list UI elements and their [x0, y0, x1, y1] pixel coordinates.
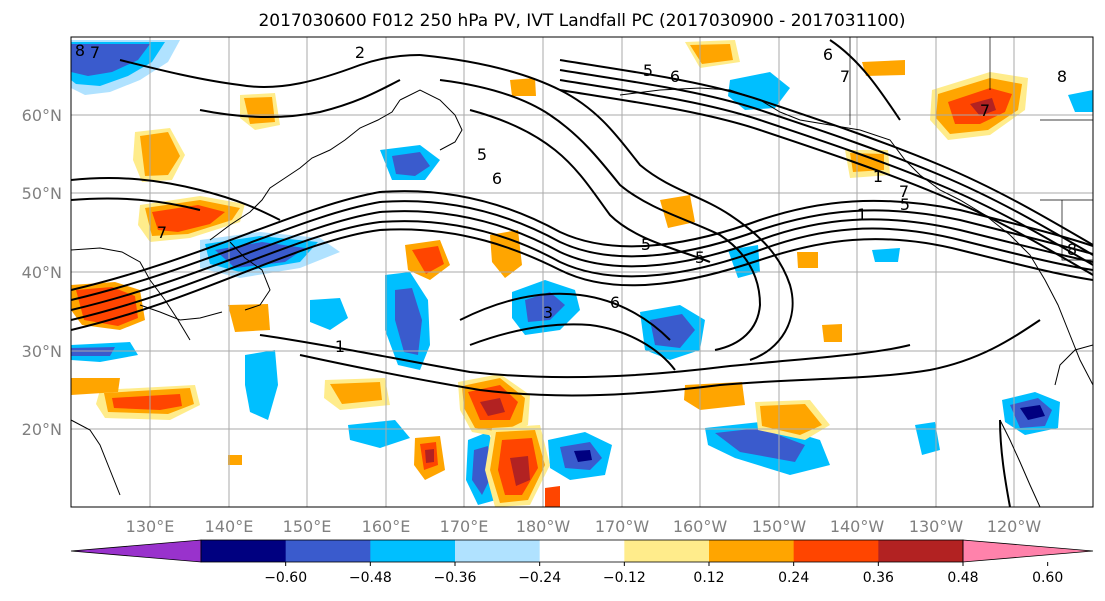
colorbar-segment — [709, 540, 795, 562]
contour-label: 7 — [157, 223, 167, 242]
contour-label: 1 — [857, 205, 867, 224]
contour-label: 6 — [823, 45, 833, 64]
colorbar-segments — [70, 539, 1094, 563]
lon-label: 130°W — [909, 517, 964, 536]
contour-label: 3 — [543, 303, 553, 322]
lat-label: 50°N — [22, 184, 62, 203]
colorbar-tick-label: 0.24 — [778, 570, 809, 586]
contour-label: 7 — [899, 182, 909, 201]
colorbar-tick-label: −0.48 — [349, 570, 392, 586]
lon-label: 170°W — [595, 517, 650, 536]
contour-label: 2 — [355, 43, 365, 62]
lon-label: 150°E — [283, 517, 332, 536]
lat-label: 30°N — [22, 342, 62, 361]
colorbar-segment — [370, 540, 456, 562]
lat-label: 60°N — [22, 106, 62, 125]
contour-label: 7 — [980, 101, 990, 120]
longitude-labels: 130°E 140°E 150°E 160°E 170°E 180°W 170°… — [126, 517, 1042, 536]
colorbar: −0.60 −0.48 −0.36 −0.24 −0.12 0.12 0.24 0.36 0.4… — [70, 539, 1094, 586]
map-contents: 2 6 7 8 5 1 1 6 5 5 7 1 6 7 5 8 7 6 5 3 … — [71, 37, 1093, 507]
lon-label: 170°E — [440, 517, 489, 536]
plot-title: 2017030600 F012 250 hPa PV, IVT Landfall… — [258, 11, 905, 31]
colorbar-tick-label: −0.60 — [264, 570, 307, 586]
contour-label: 5 — [477, 145, 487, 164]
lon-label: 160°E — [362, 517, 411, 536]
contour-label: 6 — [670, 67, 680, 86]
contour-label: 7 — [840, 67, 850, 86]
colorbar-extend-max — [962, 539, 1094, 563]
colorbar-tick-label: 0.48 — [947, 570, 978, 586]
contour-label: 1 — [335, 337, 345, 356]
contour-label: 5 — [900, 195, 910, 214]
lon-label: 180°W — [516, 517, 571, 536]
contour-label: 7 — [90, 43, 100, 62]
contour-label: 5 — [641, 235, 651, 254]
contour-labels: 2 6 7 8 5 1 1 6 5 5 7 1 6 7 5 8 7 6 5 3 … — [75, 41, 1077, 356]
map-frame — [70, 36, 1094, 508]
lon-label: 160°W — [673, 517, 728, 536]
lon-label: 140°E — [205, 517, 254, 536]
colorbar-ticks: −0.60 −0.48 −0.36 −0.24 −0.12 0.12 0.24 0.36 0.4… — [264, 562, 1063, 586]
colorbar-tick-label: −0.24 — [518, 570, 561, 586]
contour-label: 8 — [1057, 67, 1067, 86]
colorbar-tick-label: −0.36 — [434, 570, 477, 586]
colorbar-tick-label: 0.36 — [863, 570, 894, 586]
contour-label: 6 — [492, 169, 502, 188]
colorbar-segment — [285, 540, 371, 562]
colorbar-segment — [201, 540, 287, 562]
gridlines — [71, 37, 1093, 507]
lon-label: 120°W — [987, 517, 1042, 536]
lat-label: 40°N — [22, 263, 62, 282]
lon-label: 140°W — [830, 517, 885, 536]
colorbar-tick-label: −0.12 — [603, 570, 646, 586]
colorbar-segment — [793, 540, 879, 562]
contour-lines — [71, 39, 1093, 507]
colorbar-tick-label: 0.60 — [1032, 570, 1063, 586]
colorbar-tick-label: 0.12 — [693, 570, 724, 586]
colorbar-segment — [624, 540, 710, 562]
colorbar-segment — [539, 540, 625, 562]
contour-label: 1 — [873, 167, 883, 186]
colorbar-segment — [878, 540, 964, 562]
contour-label: 6 — [610, 293, 620, 312]
colorbar-outline — [200, 539, 964, 563]
colorbar-extend-min — [70, 539, 202, 563]
contour-label: 8 — [75, 41, 85, 60]
lon-label: 130°E — [126, 517, 175, 536]
latitude-labels: 60°N 50°N 40°N 30°N 20°N — [22, 106, 62, 439]
contour-label: 5 — [643, 61, 653, 80]
contour-label: 8 — [1067, 240, 1077, 259]
contour-label: 5 — [695, 248, 705, 267]
lat-label: 20°N — [22, 420, 62, 439]
shading-layer — [71, 40, 1093, 507]
colorbar-segment — [455, 540, 541, 562]
lon-label: 150°W — [752, 517, 807, 536]
